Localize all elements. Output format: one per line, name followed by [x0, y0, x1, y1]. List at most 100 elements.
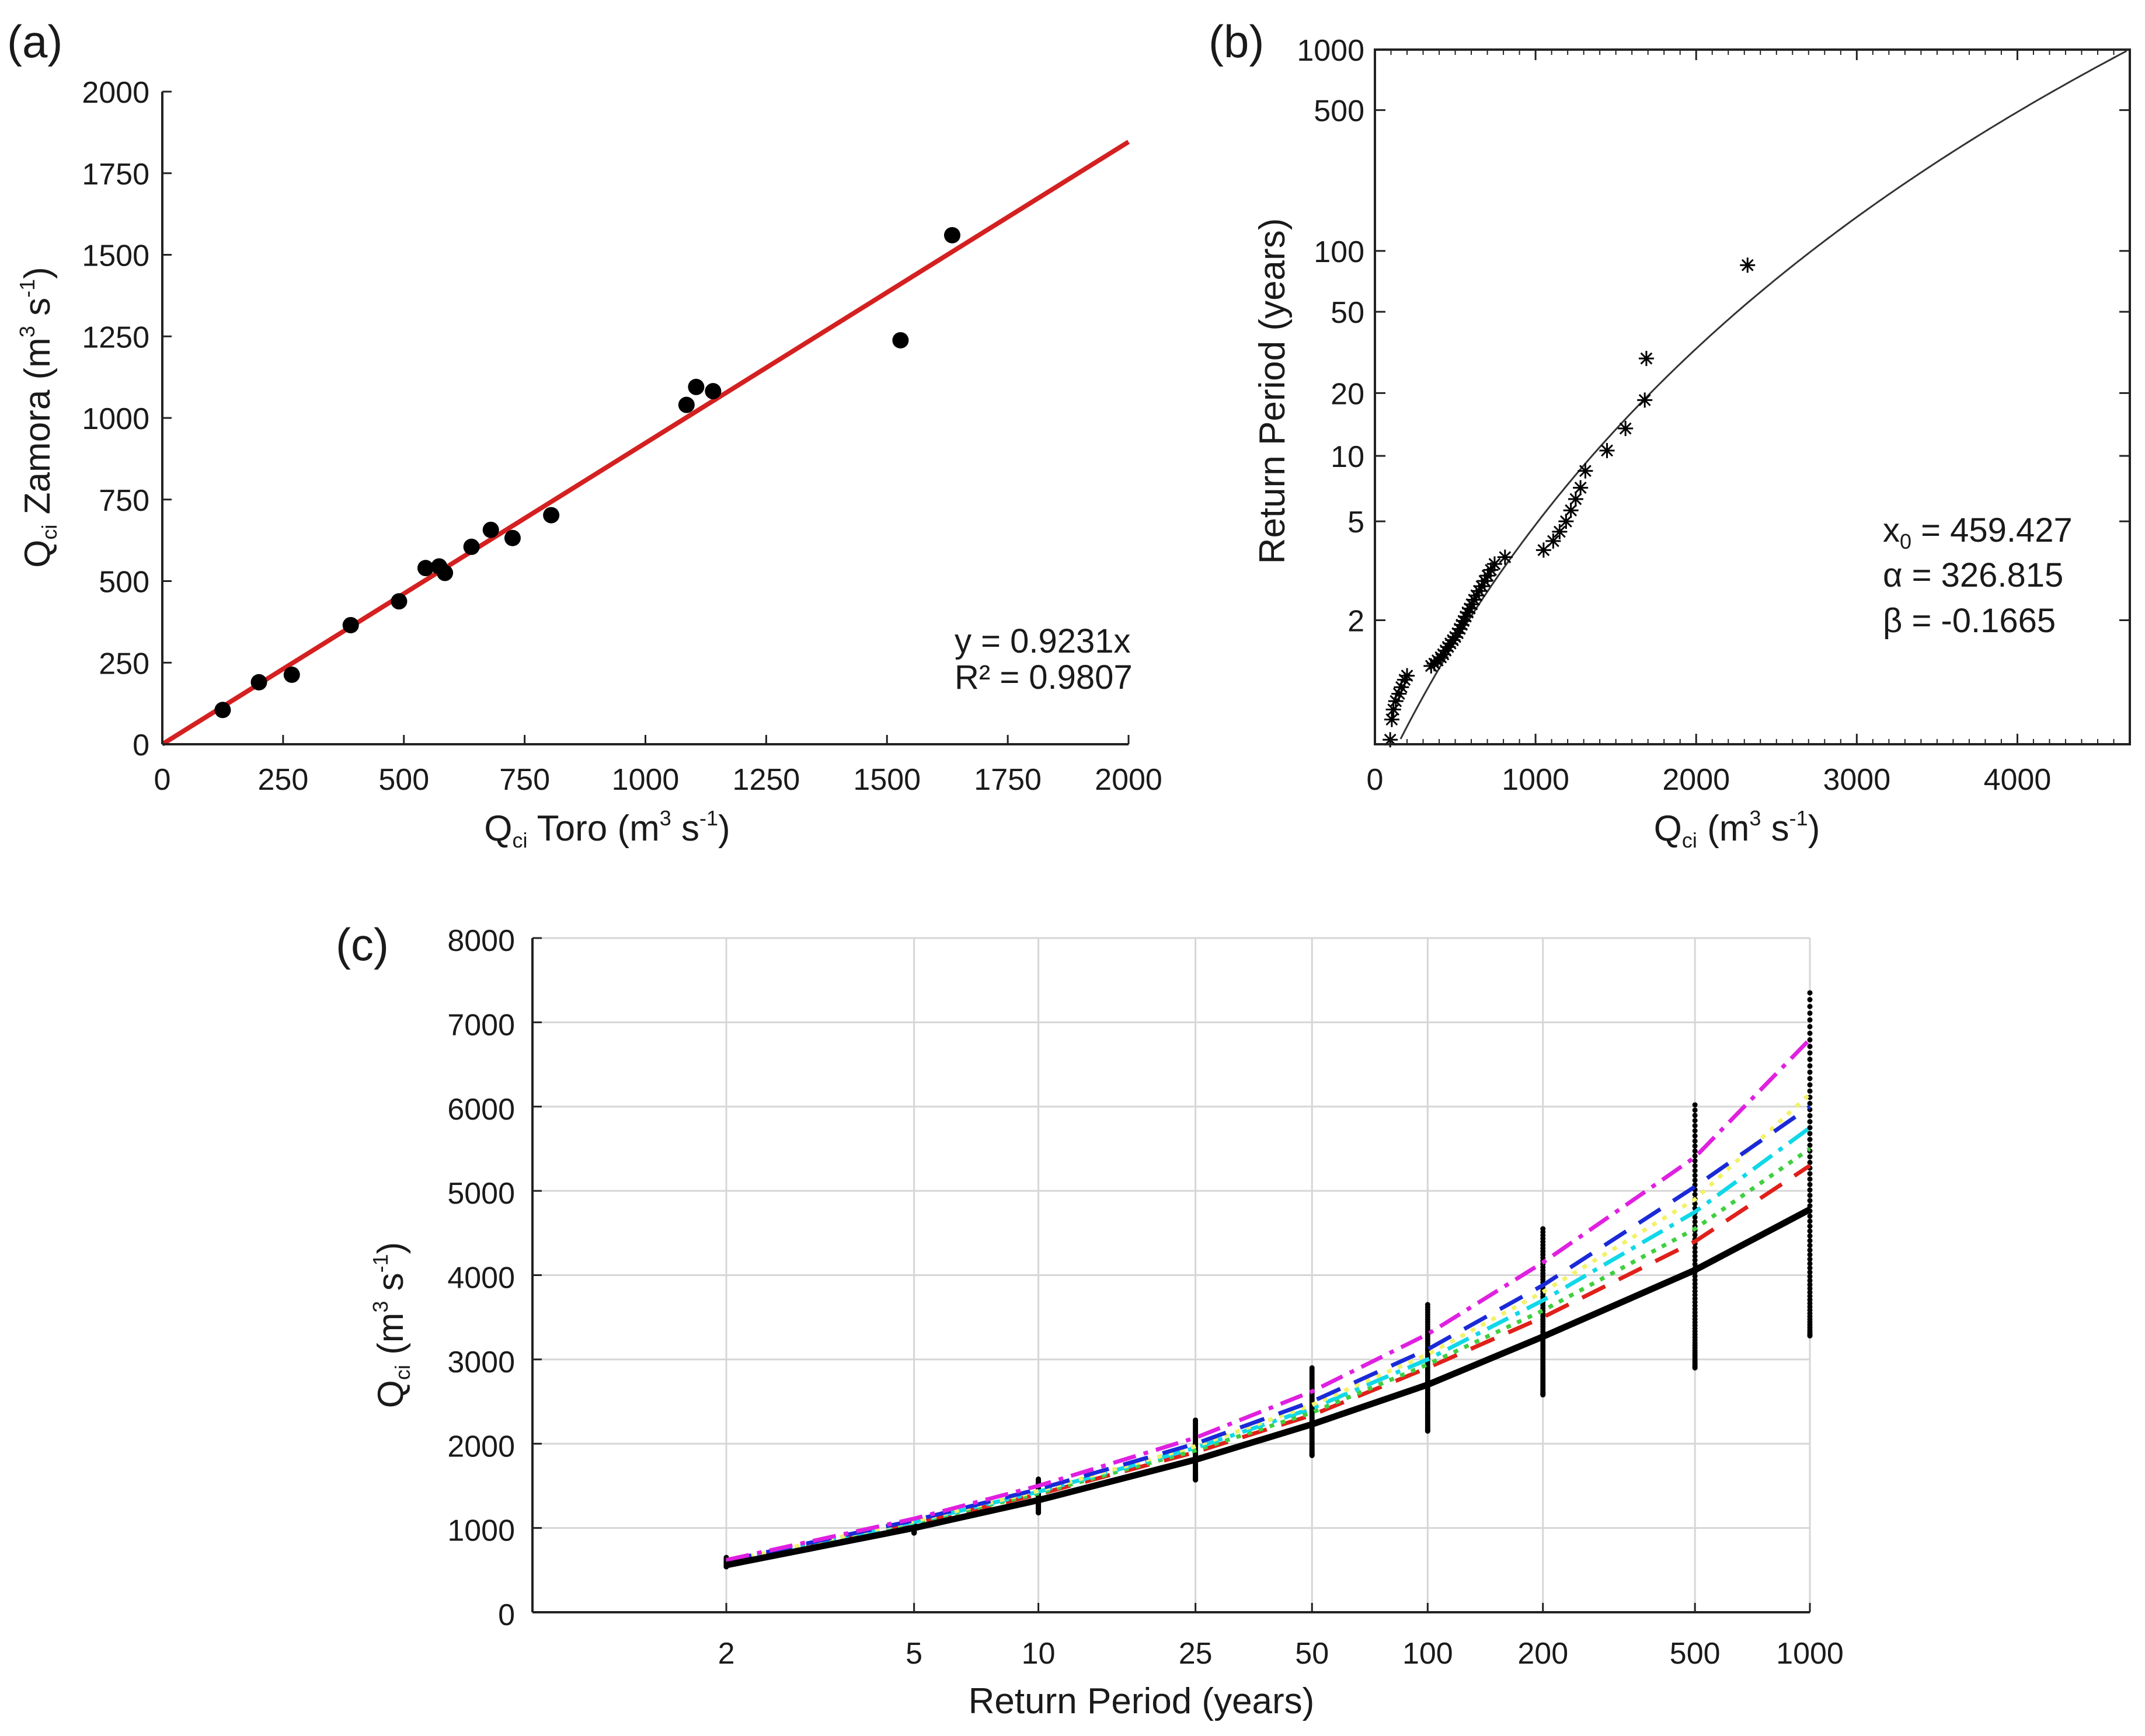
- chart-c-x-tick-label: 50: [1295, 1637, 1329, 1671]
- chart-c-axes: 2 5 10 25 50 100 200 500 10000100020003000400050…: [447, 924, 1844, 1671]
- chart-c-sample-dot: [1807, 1181, 1813, 1187]
- chart-a-y-tick-label: 250: [99, 647, 149, 681]
- chart-b-point-stroke: [1401, 670, 1413, 682]
- chart-b-y-tick-label: 5: [1347, 506, 1364, 539]
- chart-c-sample-dot: [1807, 1187, 1813, 1193]
- chart-a-y-tick-label: 2000: [82, 76, 149, 110]
- chart-a-ylabel-sup1: 3: [15, 326, 39, 337]
- chart-c-ylabel-mid: s: [371, 1273, 411, 1301]
- chart-c-sample-dot: [1807, 1100, 1813, 1106]
- chart-c-ylabel-main: Q: [371, 1380, 411, 1408]
- chart-c-sample-dot: [1807, 1198, 1813, 1204]
- chart-c-sample-dot: [1807, 990, 1813, 996]
- chart-a-ylabel-mid: s: [18, 298, 58, 326]
- chart-a-x-tick-label: 2000: [1095, 763, 1162, 797]
- chart-b-point-stroke: [1387, 703, 1400, 716]
- chart-a-ylabel-sup2: -1: [15, 279, 39, 298]
- chart-c-sample-dot: [1807, 1176, 1813, 1182]
- chart-a-xlabel-sup1: 3: [660, 806, 671, 830]
- chart-a-x-axis-label: Qci Toro (m3 s-1): [484, 806, 730, 852]
- chart-b-frame: [1374, 48, 2131, 745]
- chart-a-y-tick-label: 500: [99, 566, 149, 599]
- chart-b-x0-label: x: [1883, 511, 1900, 549]
- chart-b-point: [1399, 668, 1415, 684]
- chart-b-point-stroke: [1574, 482, 1587, 494]
- chart-c-sample-dot: [1692, 1133, 1698, 1139]
- chart-c-sample-dot: [1807, 1125, 1813, 1131]
- chart-a-point: [943, 226, 960, 243]
- chart-c-sample-dot: [1807, 1076, 1813, 1082]
- chart-b-point-stroke: [1537, 543, 1550, 556]
- chart-c-sample-dot: [1692, 1177, 1698, 1183]
- chart-c-sample-dot: [1807, 1193, 1813, 1198]
- chart-c-ylabel-sup1: 3: [368, 1301, 392, 1313]
- chart-c-sample-dot: [1807, 1154, 1813, 1160]
- chart-b-xlabel-sup2: -1: [1789, 806, 1808, 830]
- chart-a-y-tick-label: 1250: [82, 320, 149, 354]
- chart-b-y-tick-label: 10: [1331, 440, 1364, 474]
- chart-a-x-tick-label: 1000: [612, 763, 680, 797]
- chart-b-point: [1599, 442, 1615, 458]
- chart-c-sample-dot: [1309, 1365, 1315, 1371]
- chart-b-axes: 0 1000 2000 3000 4000 2 5 10 20 50 100 500 1000: [1297, 34, 2131, 797]
- chart-b-point-stroke: [1579, 465, 1592, 477]
- chart-b-point: [1638, 351, 1654, 367]
- chart-c-y-axis-label: Qci (m3 s-1): [368, 1242, 415, 1409]
- chart-a-xlabel-sup2: -1: [699, 806, 718, 830]
- chart-a-x-tick-label: 1250: [733, 763, 800, 797]
- chart-c-sample-dots: [723, 990, 1813, 1570]
- chart-c-series-green-dotted: [726, 1147, 1812, 1564]
- chart-a-ylabel-sub: ci: [37, 525, 61, 540]
- chart-c-sample-dot: [1807, 1247, 1813, 1253]
- chart-c-x-tick-label: 10: [1022, 1637, 1056, 1671]
- chart-c-sample-dot: [1807, 1218, 1813, 1224]
- chart-c-sample-dot: [1692, 1249, 1698, 1255]
- chart-b-x-tick-label: 1000: [1502, 763, 1569, 797]
- chart-c-sample-dot: [1807, 1094, 1813, 1100]
- chart-b-y-tick-label: 500: [1314, 95, 1364, 128]
- chart-c-x-tick-label: 100: [1402, 1637, 1453, 1671]
- chart-a-point: [463, 538, 480, 555]
- chart-b-point-stroke: [1569, 493, 1582, 506]
- chart-c-sample-dot: [1807, 1278, 1813, 1284]
- chart-c-sample-dot: [1692, 1102, 1698, 1108]
- chart-c-sample-dot: [1807, 1274, 1813, 1280]
- chart-c-sample-dot: [1807, 1088, 1813, 1094]
- chart-a-x-tick-label: 0: [154, 763, 171, 797]
- chart-c-sample-dot: [1692, 1277, 1698, 1283]
- chart-b-point: [1618, 421, 1634, 437]
- chart-c-sample-dot: [1540, 1226, 1546, 1232]
- chart-c-sample-dot: [1692, 1107, 1698, 1113]
- chart-c-sample-dot: [1692, 1253, 1698, 1259]
- chart-a-point: [250, 674, 267, 691]
- chart-b-point: [1578, 463, 1593, 479]
- chart-a-point: [342, 616, 359, 633]
- chart-b-point-stroke: [1385, 713, 1398, 726]
- chart-c-x-tick-label: 25: [1179, 1637, 1213, 1671]
- chart-b-point-stroke: [1553, 525, 1566, 538]
- chart-c-x-tick-label: 200: [1517, 1637, 1568, 1671]
- chart-b-xlabel-sup1: 3: [1749, 806, 1761, 830]
- chart-c-sample-dot: [1692, 1163, 1698, 1169]
- chart-a-xlabel-sub: ci: [513, 828, 528, 852]
- chart-c-sample-dot: [1692, 1113, 1698, 1118]
- chart-c-sample-dot: [1807, 1050, 1813, 1056]
- chart-c-sample-dot: [1692, 1292, 1698, 1298]
- chart-c-sample-dot: [1807, 1010, 1813, 1016]
- chart-c-series-yellow-dotted: [726, 1092, 1812, 1564]
- chart-c-sample-dot: [1692, 1219, 1698, 1225]
- chart-c-x-tick-label: 2: [718, 1637, 735, 1671]
- chart-c-sample-dot: [1807, 1256, 1813, 1262]
- chart-a-y-tick-label: 1000: [82, 402, 149, 436]
- chart-a-ylabel-rest: Zamora (m: [18, 337, 58, 524]
- chart-c-sample-dot: [1807, 1261, 1813, 1267]
- chart-a-xlabel-mid: s: [671, 808, 699, 849]
- chart-b-point: [1568, 491, 1583, 507]
- chart-c-sample-dot: [1807, 1223, 1813, 1229]
- chart-a-point: [437, 564, 454, 581]
- chart-c-sample-dot: [1692, 1281, 1698, 1287]
- chart-c-sample-dot: [1807, 1024, 1813, 1030]
- chart-a-y-tick-label: 750: [99, 484, 149, 518]
- chart-c-sample-dot: [1807, 1243, 1813, 1249]
